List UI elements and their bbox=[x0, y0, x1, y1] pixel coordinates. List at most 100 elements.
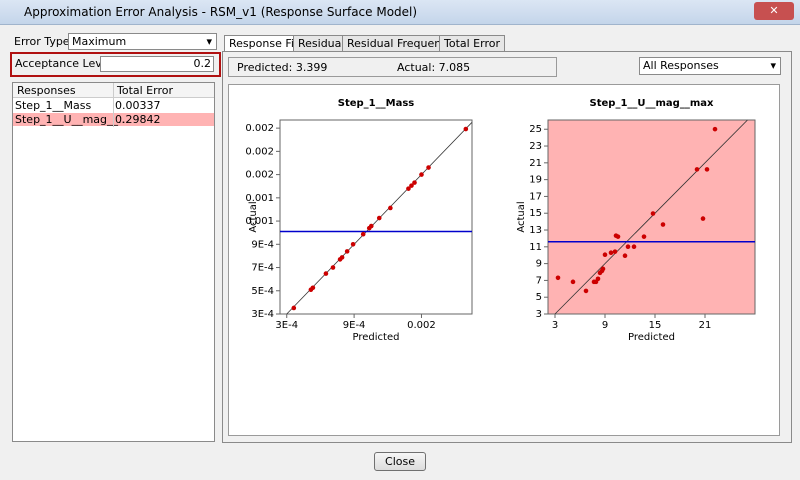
y-tick-label: 0.001 bbox=[245, 193, 274, 204]
point bbox=[339, 255, 345, 260]
chart-title: Step_1__U__mag__max bbox=[590, 98, 714, 109]
y-axis-label: Actual bbox=[248, 201, 259, 232]
y-tick-label: 7E-4 bbox=[251, 263, 274, 274]
y-tick-label: 25 bbox=[529, 124, 542, 135]
point bbox=[631, 244, 637, 250]
header-cell: Responses bbox=[17, 84, 76, 97]
x-tick-label: 9 bbox=[602, 320, 608, 331]
point bbox=[615, 234, 621, 239]
x-tick-label: 0.002 bbox=[407, 320, 436, 331]
y-tick-label: 3 bbox=[536, 309, 542, 320]
y-tick-label: 0.002 bbox=[245, 170, 274, 181]
cell[interactable]: 0.29842 bbox=[115, 113, 161, 126]
point bbox=[608, 250, 614, 255]
title-bar: Approximation Error Analysis - RSM_v1 (R… bbox=[0, 0, 800, 25]
point bbox=[376, 215, 382, 221]
actual-info: Actual: 7.085 bbox=[397, 61, 471, 74]
point bbox=[463, 126, 469, 132]
point bbox=[350, 241, 356, 247]
tab[interactable]: Residual bbox=[293, 35, 350, 51]
y-tick-label: 0.002 bbox=[245, 123, 274, 134]
point bbox=[622, 253, 628, 259]
info-bar: Predicted: 3.399 Actual: 7.085 bbox=[228, 57, 557, 77]
predicted-info: Predicted: 3.399 bbox=[237, 61, 328, 74]
acceptance-box bbox=[10, 52, 221, 77]
y-tick-label: 23 bbox=[529, 141, 542, 152]
point bbox=[712, 126, 718, 132]
y-tick-label: 11 bbox=[529, 242, 542, 253]
point bbox=[583, 288, 589, 294]
acceptance-value: 0.2 bbox=[193, 57, 212, 70]
y-tick-label: 21 bbox=[529, 158, 542, 169]
point bbox=[291, 305, 297, 311]
y-tick-label: 5E-4 bbox=[251, 286, 274, 297]
point bbox=[650, 211, 656, 216]
point bbox=[310, 285, 316, 291]
y-tick-label: 9 bbox=[536, 259, 542, 270]
point bbox=[426, 165, 431, 170]
diagonal bbox=[554, 119, 748, 315]
x-axis-label: Predicted bbox=[628, 332, 675, 343]
y-tick-label: 7 bbox=[536, 275, 542, 286]
responses-select[interactable]: All Responses ▾ bbox=[639, 57, 781, 75]
y-axis-label: Actual bbox=[516, 201, 527, 232]
header-cell: Total Error bbox=[117, 84, 173, 97]
error-type-label: Error Type: bbox=[14, 35, 74, 48]
x-tick-label: 21 bbox=[699, 320, 712, 331]
point bbox=[612, 249, 618, 254]
cell[interactable]: Step_1__Mass bbox=[15, 99, 92, 112]
y-tick-label: 15 bbox=[529, 208, 542, 219]
point bbox=[330, 265, 336, 270]
x-tick-label: 3 bbox=[552, 320, 558, 331]
point bbox=[570, 279, 576, 285]
tab[interactable]: Total Error bbox=[439, 35, 505, 51]
error-type-select[interactable]: Maximum ▾ bbox=[68, 33, 217, 50]
close-button[interactable]: Close bbox=[374, 452, 426, 471]
y-tick-label: 13 bbox=[529, 225, 542, 236]
column-divider bbox=[113, 83, 114, 127]
y-tick-label: 3E-4 bbox=[251, 309, 274, 320]
point bbox=[641, 234, 647, 239]
cell[interactable]: 0.00337 bbox=[115, 99, 161, 112]
y-tick-label: 9E-4 bbox=[251, 239, 274, 250]
error-type-value: Maximum bbox=[72, 35, 127, 48]
point bbox=[344, 249, 350, 254]
point bbox=[700, 216, 706, 221]
y-tick-label: 0.002 bbox=[245, 146, 274, 157]
point bbox=[625, 244, 631, 250]
point bbox=[694, 167, 700, 172]
point bbox=[412, 180, 417, 185]
x-tick-label: 3E-4 bbox=[275, 320, 298, 331]
response-table: Responses Total Error Step_1__Mass 0.003… bbox=[12, 82, 215, 442]
point bbox=[600, 266, 606, 272]
tab[interactable]: Residual Frequency bbox=[342, 35, 459, 51]
plot-area bbox=[279, 119, 473, 315]
point bbox=[406, 186, 411, 191]
point bbox=[555, 275, 561, 281]
charts: Step_1__Mass Predicted Actual 3E-4 9E-4 0.002… bbox=[228, 84, 780, 436]
point bbox=[419, 172, 424, 177]
tab-panel bbox=[222, 51, 792, 443]
point bbox=[660, 222, 666, 227]
window-title: Approximation Error Analysis - RSM_v1 (R… bbox=[24, 5, 418, 19]
point bbox=[409, 183, 414, 188]
close-label: Close bbox=[385, 455, 415, 468]
close-window[interactable]: ✕ bbox=[754, 2, 794, 20]
x-tick-label: 9E-4 bbox=[343, 320, 366, 331]
chart-title: Step_1__Mass bbox=[338, 98, 415, 109]
x-axis-label: Predicted bbox=[353, 332, 400, 343]
point bbox=[368, 223, 374, 229]
acceptance-input[interactable]: 0.2 bbox=[100, 56, 214, 72]
acceptance-label: Acceptance Level: bbox=[15, 57, 116, 70]
y-tick-label: 19 bbox=[529, 175, 542, 186]
point bbox=[360, 231, 366, 237]
tab[interactable]: Response Fit bbox=[224, 35, 304, 52]
point bbox=[595, 276, 601, 282]
y-tick-label: 0.001 bbox=[245, 216, 274, 227]
responses-value: All Responses bbox=[643, 59, 719, 72]
y-tick-label: 5 bbox=[536, 292, 542, 303]
x-tick-label: 15 bbox=[649, 320, 662, 331]
point bbox=[602, 252, 608, 258]
cell[interactable]: Step_1__U__mag__... bbox=[15, 113, 129, 126]
